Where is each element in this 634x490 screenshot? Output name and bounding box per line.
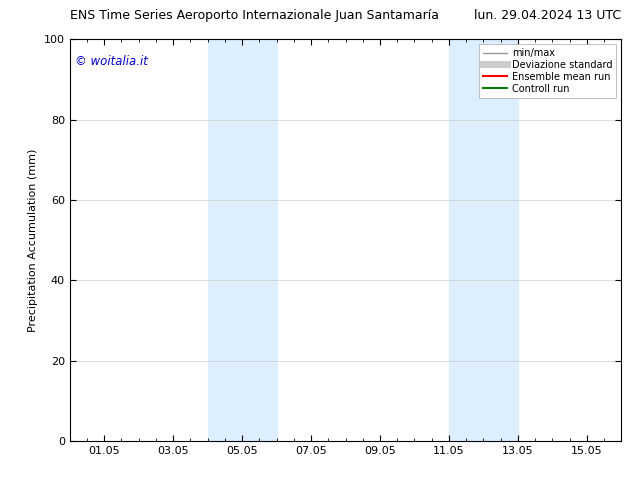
Legend: min/max, Deviazione standard, Ensemble mean run, Controll run: min/max, Deviazione standard, Ensemble m… [479, 44, 616, 98]
Bar [207, 39, 276, 441]
Y-axis label: Precipitation Accumulation (mm): Precipitation Accumulation (mm) [29, 148, 38, 332]
Text: © woitalia.it: © woitalia.it [75, 55, 148, 68]
Text: ENS Time Series Aeroporto Internazionale Juan Santamaría: ENS Time Series Aeroporto Internazionale… [70, 9, 439, 22]
Bar [449, 39, 518, 441]
Text: lun. 29.04.2024 13 UTC: lun. 29.04.2024 13 UTC [474, 9, 621, 22]
